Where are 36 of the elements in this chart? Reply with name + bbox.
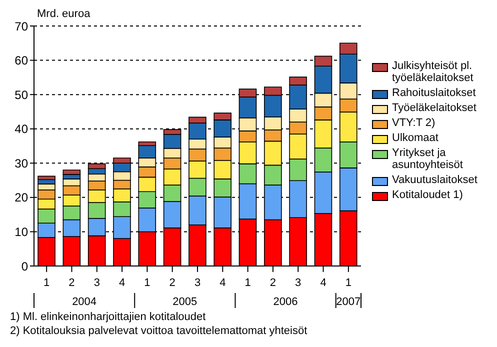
x-tick-label: 1 xyxy=(244,277,251,289)
text: 2007 xyxy=(336,296,361,308)
y-tick-label: 40 xyxy=(14,122,28,136)
text: 2006 xyxy=(273,296,298,308)
y-tick-label: 50 xyxy=(14,88,28,102)
legend-label: Kotitaloudet 1) xyxy=(392,189,463,201)
text: 2004 xyxy=(72,296,97,308)
legend-label: Rahoituslaitokset xyxy=(392,87,476,99)
x-tick-label: 3 xyxy=(94,277,100,289)
x-tick-label: 4 xyxy=(320,277,326,289)
y-tick-label: 30 xyxy=(14,156,28,170)
y-tick-label: 70 xyxy=(14,19,28,34)
text: 2) Kotitalouksia palvelevat voittoa tavoittelemattomat yhteisöt xyxy=(10,324,308,338)
legend-label: Vakuutuslaitokset xyxy=(392,174,478,186)
x-tick-label: 2 xyxy=(270,277,276,289)
x-tick-label: 2 xyxy=(68,277,75,289)
x-tick-label: 4 xyxy=(220,277,226,289)
x-tick-label: 1 xyxy=(44,277,50,289)
x-tick-label: 3 xyxy=(295,277,302,289)
y-axis-title: Mrd. euroa xyxy=(37,8,90,20)
text: 2005 xyxy=(172,296,198,308)
x-tick-label: 1 xyxy=(144,277,150,289)
x-tick-label: 2 xyxy=(169,277,176,289)
x-tick-label: 4 xyxy=(118,277,126,289)
y-tick-label: 60 xyxy=(14,54,28,68)
x-tick-label: 3 xyxy=(194,277,201,289)
text: 1) Ml. elinkeinonharjoittajien kotitaloudet xyxy=(10,310,207,324)
legend-label: Ulkomaat xyxy=(392,132,438,144)
legend-label: VTY:T 2) xyxy=(392,117,436,129)
y-tick-label: 20 xyxy=(14,190,28,205)
y-tick-label: 0 xyxy=(21,259,28,274)
legend-label: Työeläkelaitokset xyxy=(392,102,476,114)
x-tick-label: 1 xyxy=(345,277,352,289)
legend-label: Julkisyhteisöt pl. työeläkelaitokset xyxy=(392,60,474,84)
y-tick-label: 10 xyxy=(14,224,28,239)
legend-label: Yritykset ja asuntoyhteisöt xyxy=(392,147,464,171)
